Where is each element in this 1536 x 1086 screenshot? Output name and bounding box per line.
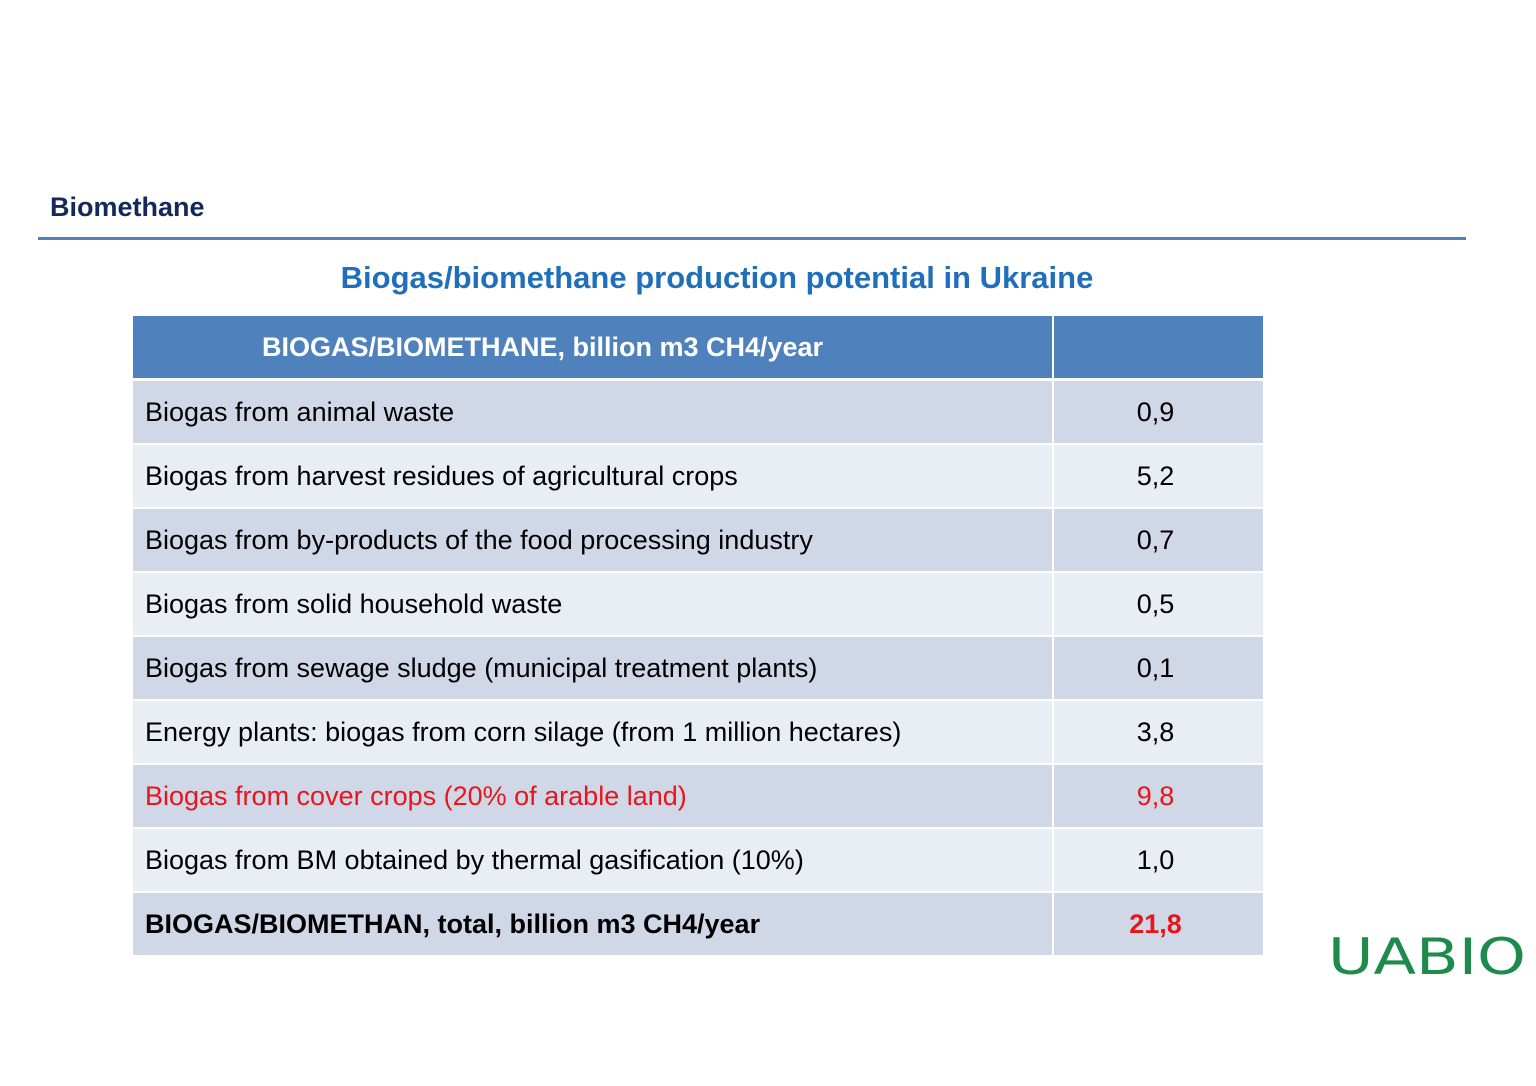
section-title: Biomethane [50,192,205,222]
table-row: Biogas from harvest residues of agricult… [133,444,1263,509]
table-row: Biogas from BM obtained by thermal gasif… [133,828,1263,893]
logo-text: UABIO [1328,928,1526,982]
row-label: Biogas from BM obtained by thermal gasif… [133,828,1053,893]
row-label: Energy plants: biogas from corn silage (… [133,700,1053,765]
total-value: 21,8 [1052,892,1263,957]
row-label: Biogas from by-products of the food proc… [133,508,1053,573]
table-row: Energy plants: biogas from corn silage (… [133,700,1263,765]
row-label: Biogas from harvest residues of agricult… [133,444,1053,509]
row-value: 3,8 [1052,700,1263,765]
row-label: Biogas from sewage sludge (municipal tre… [133,636,1053,701]
table-row: Biogas from solid household waste 0,5 [133,572,1263,637]
table-header-row: BIOGAS/BIOMETHANE, billion m3 CH4/year [133,316,1263,381]
row-value: 0,7 [1052,508,1263,573]
table-row: Biogas from animal waste 0,9 [133,379,1263,445]
header-label: BIOGAS/BIOMETHANE, billion m3 CH4/year [133,316,1053,381]
row-label: Biogas from solid household waste [133,572,1053,637]
row-value: 0,9 [1052,379,1263,445]
header-value [1052,316,1263,381]
row-value: 0,1 [1052,636,1263,701]
table-total-row: BIOGAS/BIOMETHAN, total, billion m3 CH4/… [133,892,1263,957]
table-row: Biogas from sewage sludge (municipal tre… [133,636,1263,701]
table-row-highlighted: Biogas from cover crops (20% of arable l… [133,764,1263,829]
row-value: 0,5 [1052,572,1263,637]
row-value: 1,0 [1052,828,1263,893]
row-label: Biogas from cover crops (20% of arable l… [133,764,1053,829]
row-value: 9,8 [1052,764,1263,829]
total-label: BIOGAS/BIOMETHAN, total, billion m3 CH4/… [133,892,1053,957]
biogas-potential-table: BIOGAS/BIOMETHANE, billion m3 CH4/year B… [133,316,1263,957]
table-title: Biogas/biomethane production potential i… [340,260,1094,295]
row-value: 5,2 [1052,444,1263,509]
table-row: Biogas from by-products of the food proc… [133,508,1263,573]
row-label: Biogas from animal waste [133,379,1053,445]
uabio-logo: UABIO [1328,928,1526,982]
section-divider [38,237,1466,240]
